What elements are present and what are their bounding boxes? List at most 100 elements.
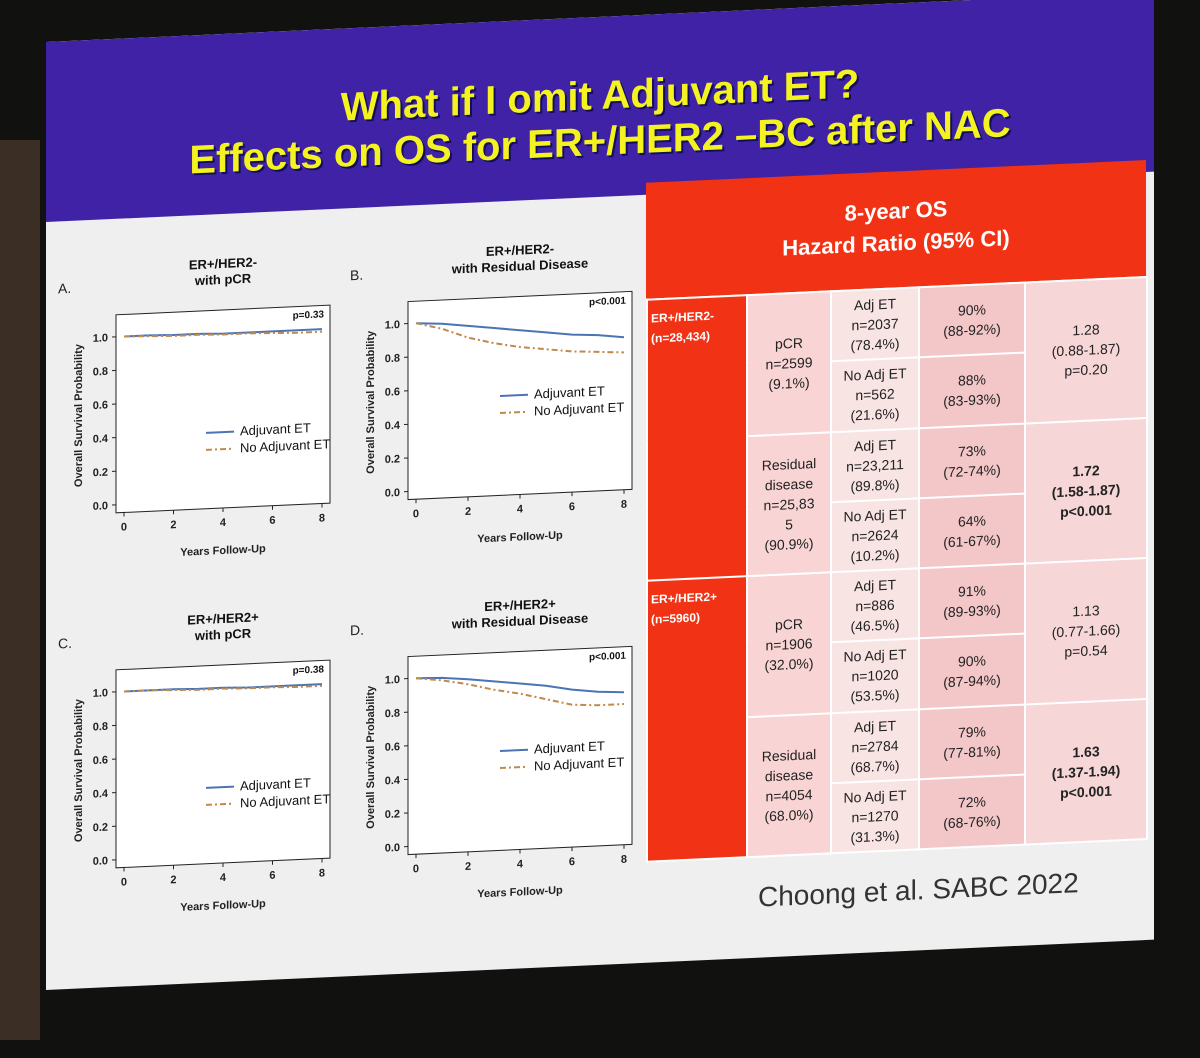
x-tick-label: 0 — [121, 876, 127, 888]
y-tick-label: 0.0 — [93, 855, 108, 868]
legend-label: No Adjuvant ET — [534, 754, 624, 773]
legend-label: No Adjuvant ET — [240, 436, 330, 455]
y-tick-label: 1.0 — [93, 332, 108, 345]
y-tick-label: 0.6 — [93, 399, 108, 412]
x-axis-label: Years Follow-Up — [180, 543, 266, 559]
chart-title-line: ER+/HER2+ — [187, 609, 259, 627]
km-plot-d: D. ER+/HER2+ with Residual Disease p<0.001 0… — [346, 560, 646, 914]
no-adjuvant-et-curve — [415, 322, 625, 354]
group-label-cell: ER+/HER2+ (n=5960) — [647, 576, 747, 862]
x-tick-label: 2 — [465, 506, 471, 518]
x-axis-label: Years Follow-Up — [180, 898, 266, 914]
legend-label: No Adjuvant ET — [534, 399, 624, 418]
adjuvant-et-curve — [415, 676, 625, 694]
x-tick-label: 8 — [319, 512, 325, 524]
os-8yr-cell: 90% (88-92%) — [919, 282, 1025, 358]
x-tick-label: 6 — [269, 870, 275, 882]
os-8yr-cell: 72% (68-76%) — [919, 774, 1025, 850]
x-tick-label: 4 — [517, 503, 524, 515]
legend-swatch — [500, 393, 528, 398]
chart-title-line: with pCR — [194, 626, 252, 644]
y-tick-label: 0.0 — [385, 842, 400, 855]
km-plot-a: A. ER+/HER2- with pCR p=0.33 0.0 0.2 0.4 0.6 0.8… — [54, 218, 344, 571]
os-8yr-cell: 90% (87-94%) — [919, 633, 1025, 709]
legend-swatch — [206, 785, 234, 789]
chart-svg: D. ER+/HER2+with Residual Disease p<0.001 0… — [350, 596, 633, 901]
chart-title-line: ER+/HER2- — [189, 254, 257, 272]
y-axis-label: Overall Survival Probability — [365, 685, 377, 829]
p-value: p<0.001 — [589, 651, 626, 664]
y-tick-label: 0.8 — [385, 708, 400, 721]
legend-swatch — [500, 765, 528, 770]
subgroup-cell: Residual disease n=4054 (68.0%) — [747, 712, 831, 858]
legend-label: Adjuvant ET — [534, 738, 605, 756]
y-tick-label: 0.2 — [93, 467, 108, 480]
os-8yr-cell: 73% (72-74%) — [919, 423, 1025, 499]
x-tick-label: 6 — [569, 501, 575, 513]
hazard-ratio-cell: 1.72 (1.58-1.87) p<0.001 — [1025, 417, 1147, 564]
treatment-arm-cell: No Adj ET n=2624 (10.2%) — [831, 498, 919, 573]
x-tick-label: 2 — [170, 519, 176, 531]
x-tick-label: 8 — [621, 499, 627, 511]
os-table-body: ER+/HER2- (n=28,434) pCR n=2599 (9.1%) Adj ET… — [646, 276, 1148, 863]
x-tick-label: 6 — [269, 515, 275, 527]
y-tick-label: 0.4 — [93, 788, 109, 801]
y-tick-label: 0.6 — [93, 754, 108, 767]
hazard-ratio-cell: 1.28 (0.88-1.87) p=0.20 — [1025, 277, 1147, 424]
km-plot-c: C. ER+/HER2+ with pCR p=0.38 0.0 0.2 0.4 0.6 0.8… — [54, 573, 344, 926]
chart-title-line: ER+/HER2+ — [484, 596, 556, 614]
panel-label: D. — [350, 622, 364, 639]
km-plot-b: B. ER+/HER2- with Residual Disease p<0.001 0… — [346, 205, 646, 559]
group-label-cell: ER+/HER2- (n=28,434) — [647, 295, 747, 581]
projection-screen-edge — [0, 140, 40, 1040]
panel-label: B. — [350, 267, 363, 284]
y-axis-label: Overall Survival Probability — [73, 698, 85, 842]
y-axis-label: Overall Survival Probability — [73, 343, 85, 487]
treatment-arm-cell: Adj ET n=2037 (78.4%) — [831, 287, 919, 362]
legend-swatch — [206, 447, 234, 451]
panel-label: C. — [58, 635, 72, 652]
x-axis-label: Years Follow-Up — [477, 885, 563, 901]
y-tick-label: 0.2 — [93, 822, 108, 835]
y-tick-label: 0.8 — [385, 353, 400, 366]
os-8yr-cell: 64% (61-67%) — [919, 493, 1025, 569]
legend-swatch — [206, 802, 234, 806]
citation: Choong et al. SABC 2022 — [758, 867, 1079, 913]
chart-title-line: ER+/HER2- — [486, 241, 554, 259]
x-tick-label: 8 — [319, 867, 325, 879]
chart-svg: C. ER+/HER2+with pCR p=0.38 0.0 0.2 0.4 0.6 0.8… — [58, 609, 331, 914]
hazard-ratio-cell: 1.63 (1.37-1.94) p<0.001 — [1025, 698, 1147, 845]
panel-label: A. — [58, 280, 71, 297]
no-adjuvant-et-curve — [123, 330, 322, 338]
treatment-arm-cell: No Adj ET n=1020 (53.5%) — [831, 638, 919, 713]
y-tick-label: 0.4 — [93, 433, 109, 446]
treatment-arm-cell: No Adj ET n=1270 (31.3%) — [831, 779, 919, 854]
y-tick-label: 0.8 — [93, 721, 108, 734]
y-tick-label: 0.6 — [385, 386, 400, 399]
presentation-slide: What if I omit Adjuvant ET? Effects on O… — [46, 0, 1154, 990]
x-tick-label: 2 — [465, 861, 471, 873]
treatment-arm-cell: No Adj ET n=562 (21.6%) — [831, 357, 919, 432]
x-tick-label: 8 — [621, 854, 627, 866]
x-tick-label: 2 — [170, 874, 176, 886]
y-tick-label: 0.8 — [93, 366, 108, 379]
x-tick-label: 4 — [220, 517, 227, 529]
y-tick-label: 0.2 — [385, 453, 400, 466]
x-tick-label: 6 — [569, 856, 575, 868]
chart-svg: A. ER+/HER2-with pCR p=0.33 0.0 0.2 0.4 0.6 0.8… — [58, 254, 331, 559]
os-hazard-ratio-table: 8-year OS Hazard Ratio (95% CI) ER+/HER2… — [646, 160, 1148, 863]
no-adjuvant-et-curve — [124, 684, 322, 693]
y-tick-label: 1.0 — [385, 674, 400, 687]
chart-title-line: with Residual Disease — [451, 610, 588, 631]
adjuvant-et-curve — [415, 322, 625, 339]
y-tick-label: 0.4 — [385, 775, 401, 788]
x-axis-label: Years Follow-Up — [477, 530, 563, 546]
x-tick-label: 0 — [121, 521, 127, 533]
legend-label: Adjuvant ET — [240, 420, 311, 438]
chart-svg: B. ER+/HER2-with Residual Disease p<0.001 0… — [350, 241, 633, 546]
os-8yr-cell: 91% (89-93%) — [919, 563, 1025, 639]
os-8yr-cell: 79% (77-81%) — [919, 704, 1025, 780]
subgroup-cell: pCR n=2599 (9.1%) — [747, 291, 831, 436]
chart-title-line: with pCR — [194, 271, 252, 289]
legend-swatch — [500, 410, 528, 415]
